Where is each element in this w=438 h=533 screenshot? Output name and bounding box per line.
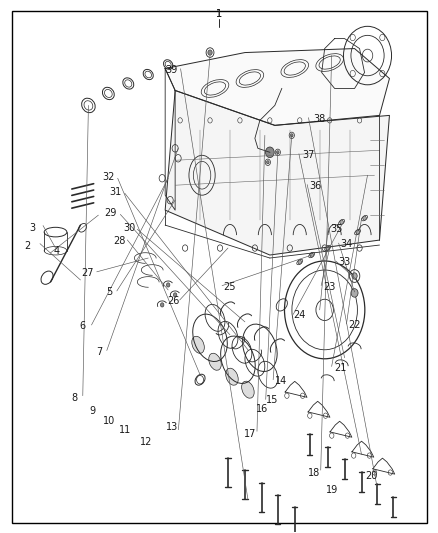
Circle shape xyxy=(290,134,293,137)
Text: 32: 32 xyxy=(103,172,115,182)
Text: 9: 9 xyxy=(89,406,95,416)
Text: 25: 25 xyxy=(224,282,236,292)
Text: 38: 38 xyxy=(313,114,325,124)
Text: 19: 19 xyxy=(326,485,339,495)
Text: 8: 8 xyxy=(71,393,77,403)
Polygon shape xyxy=(165,91,389,255)
Circle shape xyxy=(265,147,274,158)
Circle shape xyxy=(356,230,359,234)
Text: 5: 5 xyxy=(106,287,112,297)
Text: 24: 24 xyxy=(293,310,306,320)
Circle shape xyxy=(310,253,314,257)
Circle shape xyxy=(267,160,269,164)
Text: 1: 1 xyxy=(216,9,222,19)
Ellipse shape xyxy=(226,368,238,385)
Text: 20: 20 xyxy=(365,472,377,481)
Text: 7: 7 xyxy=(96,346,102,357)
Text: 13: 13 xyxy=(166,422,178,432)
Text: 39: 39 xyxy=(166,65,178,75)
Ellipse shape xyxy=(242,381,254,398)
Text: 27: 27 xyxy=(81,268,93,278)
Text: 33: 33 xyxy=(339,257,351,267)
Polygon shape xyxy=(165,49,389,125)
Circle shape xyxy=(352,273,357,279)
Circle shape xyxy=(363,216,366,220)
Text: 11: 11 xyxy=(119,425,131,435)
Text: 6: 6 xyxy=(80,321,86,331)
Ellipse shape xyxy=(192,336,205,353)
Text: 15: 15 xyxy=(266,395,279,406)
Text: 34: 34 xyxy=(340,239,353,249)
Text: 35: 35 xyxy=(330,224,342,235)
Text: 31: 31 xyxy=(109,187,121,197)
Circle shape xyxy=(340,220,343,224)
Text: 29: 29 xyxy=(105,208,117,219)
Text: 26: 26 xyxy=(167,296,179,306)
Text: 14: 14 xyxy=(275,376,287,386)
Ellipse shape xyxy=(209,353,221,370)
Circle shape xyxy=(326,246,329,250)
Circle shape xyxy=(351,289,358,297)
Circle shape xyxy=(208,50,212,55)
Text: 17: 17 xyxy=(244,429,257,439)
Text: 10: 10 xyxy=(103,416,115,426)
Circle shape xyxy=(166,283,170,287)
Circle shape xyxy=(173,293,177,297)
Text: 36: 36 xyxy=(309,181,321,191)
Text: 4: 4 xyxy=(53,246,60,255)
Text: 18: 18 xyxy=(308,468,320,478)
Text: 3: 3 xyxy=(29,223,35,233)
Text: 28: 28 xyxy=(113,236,126,246)
Text: 2: 2 xyxy=(25,241,31,251)
Text: 23: 23 xyxy=(323,282,335,292)
Text: 1: 1 xyxy=(216,9,222,19)
Text: 30: 30 xyxy=(124,223,136,233)
Circle shape xyxy=(160,303,164,307)
Circle shape xyxy=(298,260,301,264)
Text: 22: 22 xyxy=(348,320,360,330)
Circle shape xyxy=(276,151,279,154)
Text: 16: 16 xyxy=(256,404,268,414)
Text: 37: 37 xyxy=(302,150,314,160)
Text: 12: 12 xyxy=(139,437,152,447)
Text: 21: 21 xyxy=(334,362,346,373)
